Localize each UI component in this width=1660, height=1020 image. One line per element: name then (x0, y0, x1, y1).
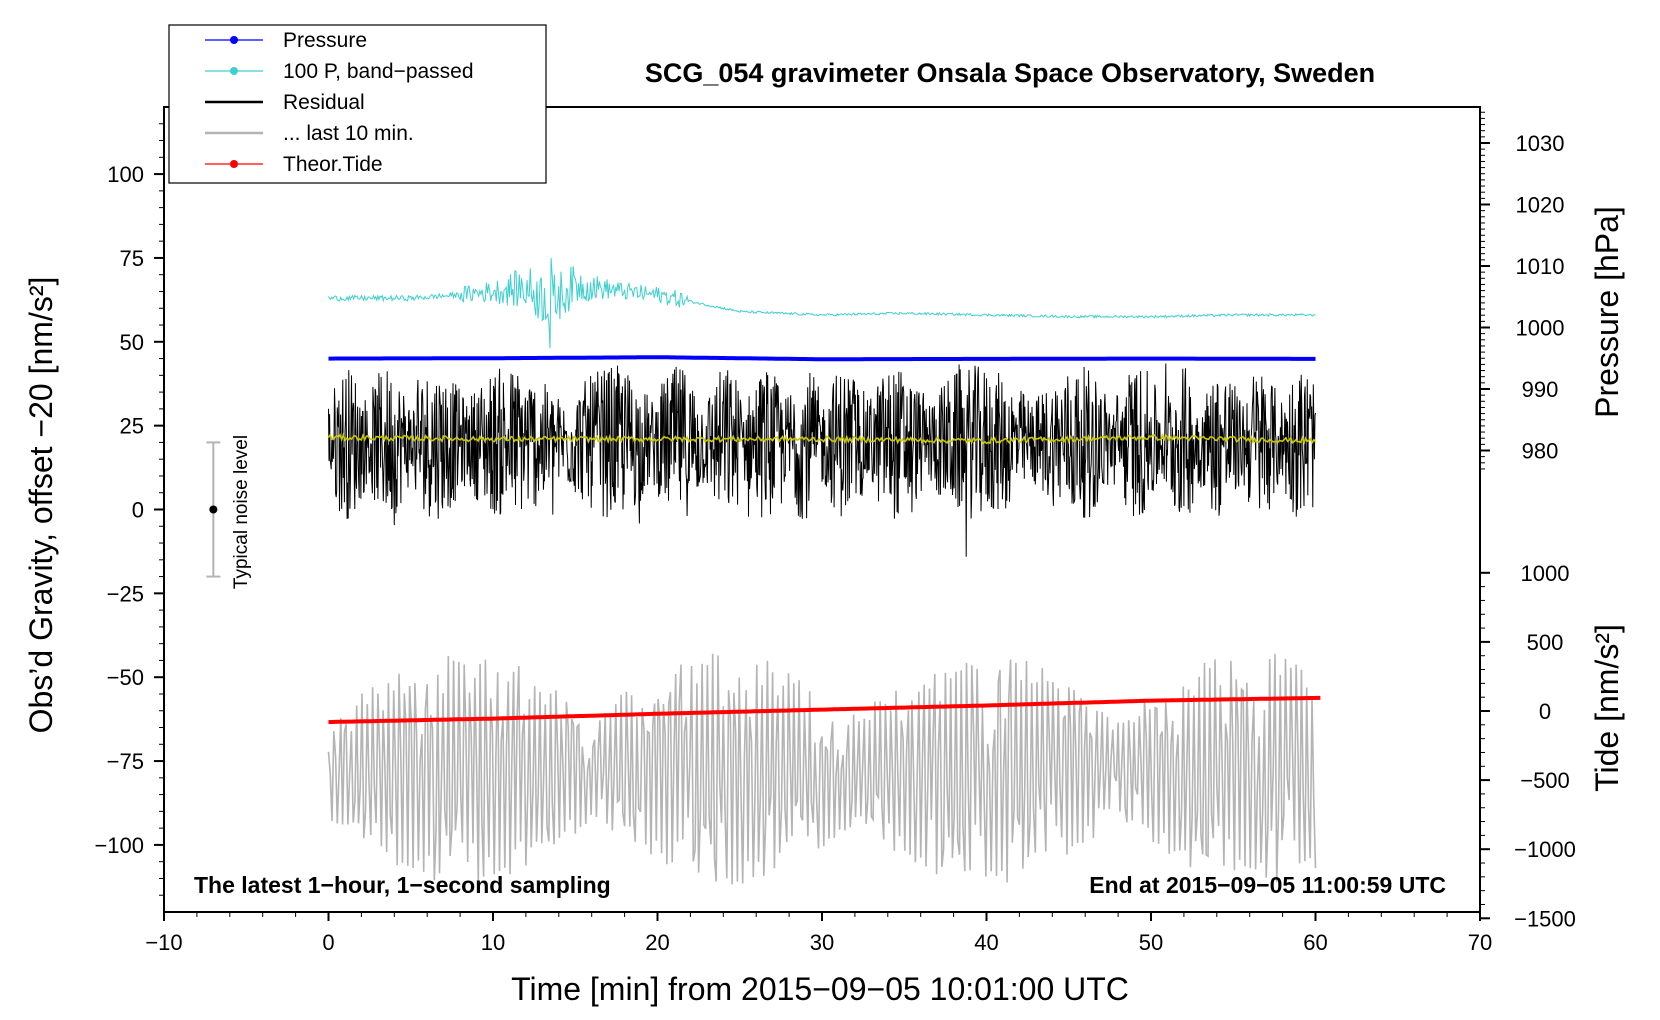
pressure-tick-label: 1020 (1516, 193, 1565, 218)
x-tick-label: 70 (1468, 930, 1492, 955)
legend-box (168, 24, 547, 184)
legend: Pressure 100 P, band−passed Residual ... la… (168, 24, 547, 184)
tide-tick-label: 1000 (1521, 561, 1570, 586)
pressure-tick-label: 980 (1522, 439, 1559, 464)
x-tick-label: 10 (481, 930, 505, 955)
x-tick-label: 20 (645, 930, 669, 955)
x-tick-label: 50 (1139, 930, 1163, 955)
tick-labels: −10 0 10 20 30 40 50 60 701007550250−25−50−75−10… (94, 131, 1575, 955)
annotation-end-time: End at 2015−09−05 11:00:59 UTC (1089, 872, 1446, 898)
y-left-tick-label: −25 (107, 581, 144, 606)
tide-tick-label: 0 (1539, 699, 1551, 724)
tide-tick-label: −500 (1520, 768, 1570, 793)
x-tick-label: 40 (974, 930, 998, 955)
x-axis-label: Time [min] from 2015−09−05 10:01:00 UTC (511, 971, 1129, 1007)
series-residual-smoothed (327, 432, 1317, 445)
series-band-passed-pressure (328, 257, 1316, 349)
y-left-tick-label: 0 (132, 498, 144, 523)
legend-marker (230, 160, 238, 168)
legend-label: Theor.Tide (283, 153, 383, 176)
series-last-10-min (327, 653, 1317, 885)
legend-marker (230, 36, 238, 44)
y-left-tick-label: −100 (94, 833, 144, 858)
pressure-tick-label: 990 (1522, 377, 1559, 402)
noise-level-label: Typical noise level (231, 435, 252, 589)
noise-bar-center-dot (209, 505, 218, 514)
tide-tick-label: −1500 (1514, 906, 1576, 931)
series-pressure (328, 355, 1316, 362)
y-left-tick-label: −75 (107, 749, 144, 774)
chart-title: SCG_054 gravimeter Onsala Space Observat… (645, 58, 1375, 88)
y-left-tick-label: 50 (120, 330, 144, 355)
pressure-tick-label: 1010 (1516, 254, 1565, 279)
data-series (327, 257, 1321, 885)
annotation-sampling: The latest 1−hour, 1−second sampling (194, 872, 611, 898)
legend-label: ... last 10 min. (283, 122, 414, 145)
tide-tick-label: −1000 (1514, 837, 1576, 862)
x-tick-label: 60 (1303, 930, 1327, 955)
noise-level-bar (206, 441, 221, 578)
pressure-tick-label: 1030 (1516, 131, 1565, 156)
x-tick-label: 0 (322, 930, 334, 955)
y-left-tick-label: 100 (107, 162, 144, 187)
y-left-tick-label: 25 (120, 414, 144, 439)
y-axis-label-tide: Tide [nm/s²] (1589, 624, 1625, 792)
legend-label: Residual (283, 91, 365, 114)
legend-marker (230, 67, 238, 75)
y-axis-label-left: Obs’d Gravity, offset −20 [nm/s²] (23, 277, 59, 734)
y-left-tick-label: 75 (120, 246, 144, 271)
pressure-tick-label: 1000 (1516, 316, 1565, 341)
x-tick-label: 30 (810, 930, 834, 955)
legend-label: 100 P, band−passed (283, 60, 474, 83)
series-theor-tide (328, 695, 1321, 725)
tide-tick-label: 500 (1527, 630, 1564, 655)
plot-frame (163, 106, 1481, 913)
legend-label: Pressure (283, 29, 367, 52)
y-axis-label-pressure: Pressure [hPa] (1589, 206, 1625, 418)
series-residual (328, 363, 1316, 557)
plot-border (163, 106, 1481, 913)
x-tick-label: −10 (145, 930, 182, 955)
y-left-tick-label: −50 (107, 665, 144, 690)
